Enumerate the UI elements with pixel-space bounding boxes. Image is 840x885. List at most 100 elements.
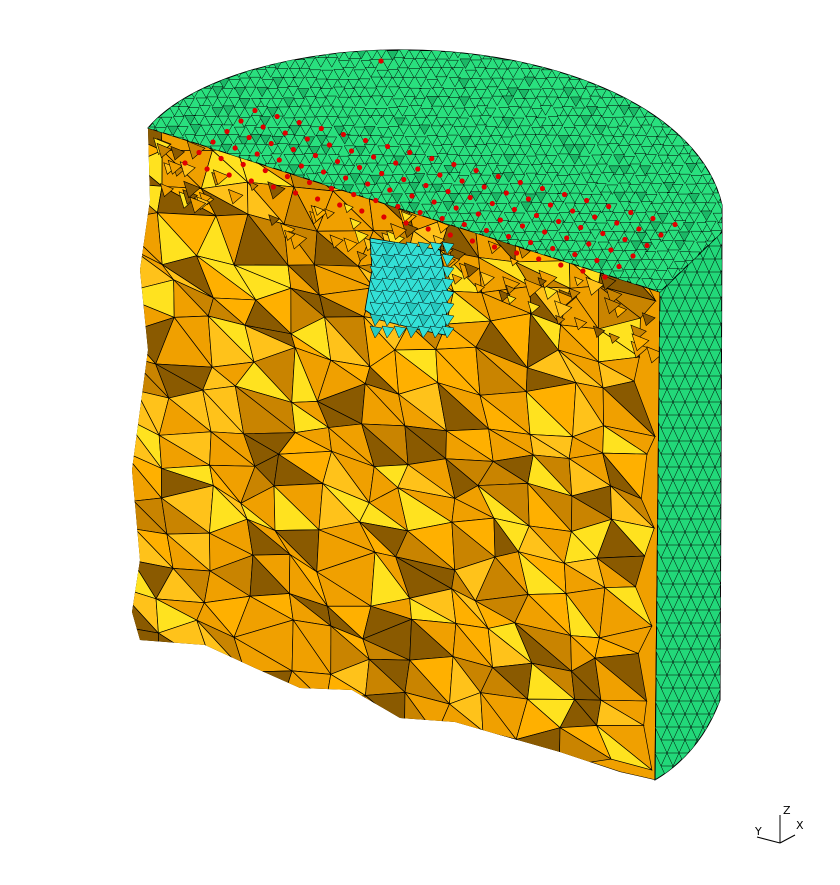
cap-facet xyxy=(347,79,360,90)
sensor-dot xyxy=(296,119,302,126)
cap-facet xyxy=(612,78,625,89)
cap-facet xyxy=(684,86,697,98)
cut-facet-fine xyxy=(505,284,516,295)
side-facet xyxy=(708,505,722,520)
cut-facet-fine xyxy=(167,159,183,175)
cap-facet xyxy=(541,125,554,136)
side-facet xyxy=(708,453,722,468)
cap-facet xyxy=(634,153,647,164)
inclusion-facet xyxy=(405,313,419,327)
cap-facet xyxy=(634,59,647,70)
side-facet xyxy=(690,284,704,299)
cap-facet xyxy=(645,194,658,205)
sensor-dot xyxy=(276,157,282,163)
cap-facet xyxy=(558,77,571,88)
cap-facet xyxy=(430,125,443,136)
cap-facet xyxy=(391,174,404,185)
cap-facet xyxy=(607,49,620,61)
sensor-dot xyxy=(387,187,393,193)
cap-facet xyxy=(629,163,642,175)
cap-facet xyxy=(701,136,714,147)
side-facet xyxy=(720,531,722,546)
cap-facet xyxy=(393,57,406,68)
sensor-dot xyxy=(650,215,656,222)
cap-facet xyxy=(349,96,362,107)
sensor-dot xyxy=(533,212,540,219)
cap-facet xyxy=(629,88,642,100)
cut-facet-fine xyxy=(212,169,229,186)
cap-facet xyxy=(622,134,635,145)
cap-facet xyxy=(507,127,520,138)
side-facet xyxy=(666,544,680,559)
cap-facet xyxy=(715,50,722,61)
cap-facet xyxy=(534,117,547,128)
side-facet xyxy=(655,674,668,689)
cap-facet xyxy=(640,259,653,270)
cap-facet xyxy=(343,88,356,99)
cap-facet xyxy=(475,144,488,155)
cap-facet xyxy=(398,49,411,59)
side-facet xyxy=(720,609,722,624)
cap-facet xyxy=(469,191,482,202)
cap-facet xyxy=(618,165,631,176)
cap-facet xyxy=(479,210,492,221)
sensor-dot xyxy=(616,263,622,270)
cap-facet xyxy=(217,115,230,127)
sensor-dot xyxy=(196,149,202,156)
cap-facet xyxy=(292,77,305,88)
cap-facet xyxy=(414,116,427,128)
sensor-dot xyxy=(497,217,503,223)
cap-facet xyxy=(150,78,163,89)
cap-facet xyxy=(640,50,653,62)
cut-facet xyxy=(158,723,206,775)
side-facet xyxy=(696,583,710,598)
sensor-dot xyxy=(260,124,266,130)
axis-y-label: Y xyxy=(754,825,762,838)
cap-facet xyxy=(613,154,626,165)
inclusion-facet xyxy=(393,265,407,279)
cap-facet xyxy=(502,95,515,107)
cut-facet xyxy=(212,667,246,701)
sensor-dot xyxy=(320,169,327,175)
cap-facet xyxy=(564,183,576,194)
cap-facet xyxy=(512,78,525,90)
cap-facet xyxy=(563,144,576,155)
cap-facet xyxy=(183,39,194,49)
cap-facet xyxy=(624,58,637,70)
side-facet xyxy=(660,583,674,598)
cap-facet xyxy=(661,126,674,138)
cap-facet xyxy=(255,144,268,155)
sensor-dot xyxy=(304,136,310,142)
cap-facet xyxy=(189,124,202,135)
cut-facet xyxy=(200,704,255,736)
sensor-dot xyxy=(415,166,421,172)
cap-facet xyxy=(399,144,412,155)
cap-facet xyxy=(589,174,602,185)
sensor-dot xyxy=(312,152,318,159)
side-facet xyxy=(708,635,722,650)
cap-facet xyxy=(649,239,662,250)
cap-facet xyxy=(216,134,229,145)
sensor-dot xyxy=(622,236,628,243)
cap-facet xyxy=(647,40,658,50)
side-facet xyxy=(678,778,692,780)
cap-facet xyxy=(403,49,415,51)
side-facet xyxy=(696,531,710,546)
side-facet xyxy=(660,713,674,728)
side-facet xyxy=(690,310,704,325)
cap-facet xyxy=(211,86,224,97)
cap-facet xyxy=(221,88,234,99)
cap-facet xyxy=(480,97,493,109)
sensor-dot xyxy=(268,140,274,147)
cap-facet xyxy=(271,136,284,147)
cap-facet xyxy=(498,49,511,60)
cap-facet xyxy=(474,67,487,78)
cap-facet xyxy=(354,183,367,195)
cap-facet xyxy=(396,106,409,117)
cap-facet xyxy=(556,49,569,51)
cap-facet xyxy=(608,165,621,176)
cap-facet xyxy=(628,49,641,60)
sensor-dot xyxy=(248,178,254,184)
inclusion-facet xyxy=(405,241,419,255)
